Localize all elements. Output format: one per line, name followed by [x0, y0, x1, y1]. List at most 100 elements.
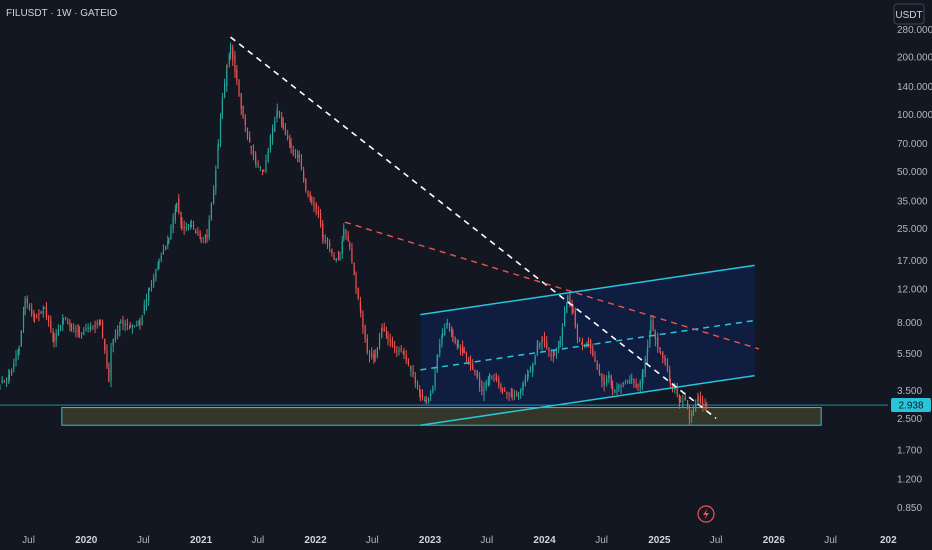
candle-body [50, 321, 52, 329]
candle-body [42, 311, 44, 314]
candle-body [403, 351, 405, 356]
candle-body [335, 258, 337, 261]
current-price-badge [891, 398, 931, 413]
candle-body [511, 394, 513, 396]
candle-body [78, 330, 80, 332]
candle-body [180, 211, 182, 224]
candle-body [592, 347, 594, 356]
candle-body [238, 79, 240, 96]
candle-body [601, 373, 603, 381]
candle-body [259, 167, 261, 169]
candle-body [393, 344, 396, 350]
candle-body [506, 392, 508, 395]
candle-body [659, 347, 661, 351]
candle-body [532, 364, 534, 368]
candle-body [614, 390, 616, 393]
x-tick-label: 2023 [419, 535, 442, 546]
y-tick-label: 2.500 [897, 414, 922, 425]
candle-body [702, 403, 704, 408]
candle-body [414, 376, 416, 384]
candle-body [145, 299, 148, 308]
candle-body [240, 93, 242, 109]
candle-body [153, 277, 155, 284]
candle-body [546, 342, 548, 348]
candle-body [517, 394, 520, 396]
candle-body [608, 375, 610, 379]
candle-body [274, 121, 276, 132]
candle-body [234, 55, 236, 73]
x-tick-label: 2022 [304, 535, 327, 546]
candle-body [98, 321, 101, 325]
candle-body [427, 397, 430, 403]
candle-body [366, 338, 368, 353]
candle-body [284, 128, 287, 136]
candle-body [183, 226, 185, 229]
candle-body [204, 235, 207, 238]
currency-button[interactable]: USDT [893, 3, 925, 25]
candle-body [317, 210, 319, 214]
candle-body [706, 406, 708, 408]
candle-body [598, 369, 601, 374]
y-tick-label: 100.000 [897, 110, 932, 121]
candle-body [572, 309, 574, 313]
candle-body [324, 239, 326, 241]
candle-body [148, 287, 150, 290]
candle-body [351, 248, 353, 263]
candle-body [226, 68, 228, 87]
candle-body [57, 329, 59, 336]
candle-body [682, 400, 684, 403]
candle-body [80, 332, 83, 334]
candle-body [618, 385, 620, 389]
candle-body [309, 193, 311, 200]
candle-body [276, 109, 278, 114]
candle-body [649, 331, 651, 345]
candle-body [391, 340, 394, 346]
y-tick-label: 70.000 [897, 139, 928, 150]
candle-body [662, 352, 664, 358]
candle-body [610, 375, 612, 386]
candle-body [40, 311, 42, 314]
candle-body [217, 143, 219, 147]
candle-body [381, 327, 383, 338]
y-tick-label: 50.000 [897, 167, 928, 178]
lightning-icon[interactable] [697, 505, 715, 523]
candle-body [160, 255, 162, 260]
candle-body [255, 162, 257, 164]
candle-body [347, 235, 349, 242]
support-zone [61, 407, 822, 426]
candle-body [537, 345, 539, 348]
candle-body [311, 198, 313, 203]
candle-body [360, 309, 362, 313]
candle-body [108, 367, 110, 382]
candle-body [510, 392, 512, 394]
candle-body [345, 229, 347, 235]
candle-body [22, 312, 25, 329]
candle-body [36, 316, 38, 318]
candle-body [87, 328, 89, 330]
candle-body [553, 355, 555, 357]
candle-body [17, 349, 19, 356]
candle-body [271, 128, 274, 141]
candle-body [569, 295, 571, 305]
y-tick-label: 8.000 [897, 318, 922, 329]
candle-body [221, 98, 223, 118]
candle-body [594, 356, 596, 362]
candle-body [3, 381, 5, 383]
candle-body [136, 324, 138, 326]
candle-body [357, 288, 359, 299]
candle-body [20, 330, 22, 346]
candle-body [294, 153, 297, 155]
candle-body [339, 257, 341, 259]
candle-body [599, 373, 601, 376]
drawings-layer: 2.938 [0, 36, 931, 426]
candle-body [590, 340, 592, 349]
candle-body [454, 338, 456, 344]
candle-body [210, 203, 213, 220]
candle-body [654, 338, 657, 341]
candle-body [292, 149, 294, 154]
symbol-title: FILUSDT · 1W · GATEIO [6, 8, 118, 19]
candle-body [436, 354, 439, 357]
candle-body [462, 346, 464, 353]
